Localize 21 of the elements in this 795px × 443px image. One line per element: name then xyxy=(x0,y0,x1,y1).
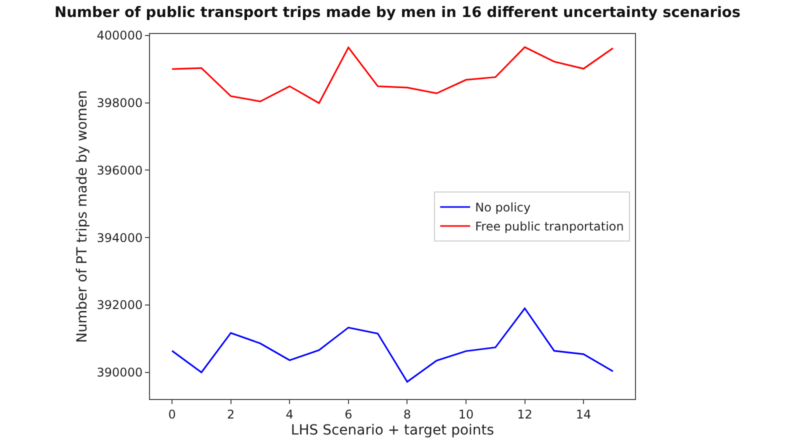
y-tick-label: 392000 xyxy=(96,298,143,312)
line-series xyxy=(171,46,614,104)
legend-label: Free public tranportation xyxy=(475,220,624,234)
y-axis-title: Number of PT trips made by women xyxy=(74,90,90,343)
x-tick-label: 6 xyxy=(344,407,352,422)
y-tick-label: 390000 xyxy=(96,366,143,380)
y-tick-label: 394000 xyxy=(96,230,143,245)
x-tick-label: 2 xyxy=(227,407,235,422)
x-tick-label: 14 xyxy=(576,407,592,422)
x-tick-label: 10 xyxy=(458,407,474,422)
x-tick-label: 0 xyxy=(168,407,176,422)
x-axis-title: LHS Scenario + target points xyxy=(290,422,494,439)
line-series xyxy=(171,308,614,383)
legend-label: No policy xyxy=(475,200,531,215)
x-tick-label: 12 xyxy=(517,407,532,422)
y-tick-label: 396000 xyxy=(96,163,143,178)
y-tick-label: 400000 xyxy=(96,28,143,43)
x-tick-label: 8 xyxy=(403,407,412,422)
y-tick-label: 398000 xyxy=(96,96,143,110)
x-tick-label: 4 xyxy=(286,407,294,422)
chart-title: Number of public transport trips made by men in 16 different uncertainty scenarios xyxy=(54,4,741,21)
